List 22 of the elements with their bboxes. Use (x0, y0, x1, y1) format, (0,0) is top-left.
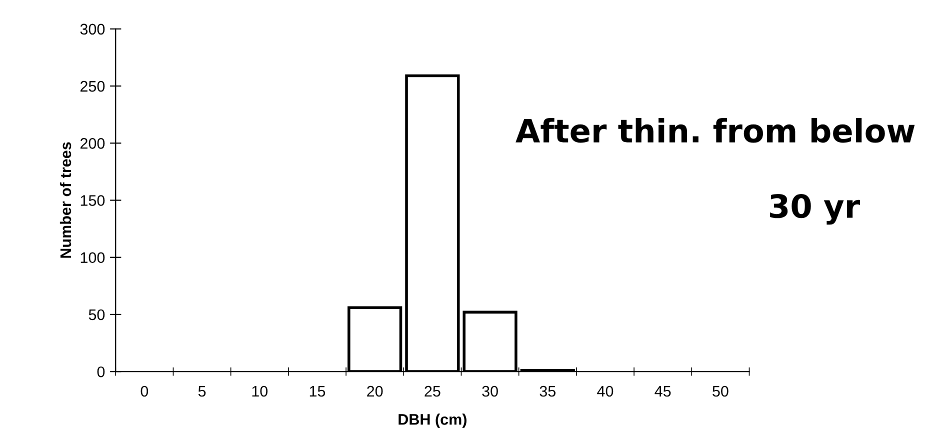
x-tick-label: 15 (310, 386, 326, 397)
x-tick-label: 20 (367, 386, 383, 397)
x-tick-label: 25 (424, 386, 440, 397)
x-axis-title: DBH (cm) (398, 414, 466, 428)
x-tick-label: 5 (198, 386, 206, 397)
y-tick-label: 50 (88, 309, 105, 320)
x-tick-label: 35 (540, 386, 556, 397)
x-tick-label: 45 (654, 386, 671, 397)
y-axis-title: Number of trees (60, 142, 72, 258)
text: 30 yr (770, 194, 860, 225)
y-tick-label: 300 (80, 24, 105, 35)
y-tick-label: 0 (97, 366, 105, 378)
x-tick-label: 10 (252, 386, 268, 397)
x-tick-label: 30 (482, 386, 498, 397)
y-tick-label: 250 (80, 80, 105, 92)
annotation: After thin. from below (516, 118, 915, 143)
x-tick-label: 0 (140, 386, 148, 397)
y-tick-label: 100 (80, 252, 105, 264)
y-tick-label: 150 (80, 195, 105, 206)
x-tick-label: 40 (597, 386, 614, 397)
y-tick-label: 200 (80, 138, 105, 149)
x-tick-label: 50 (712, 386, 728, 397)
